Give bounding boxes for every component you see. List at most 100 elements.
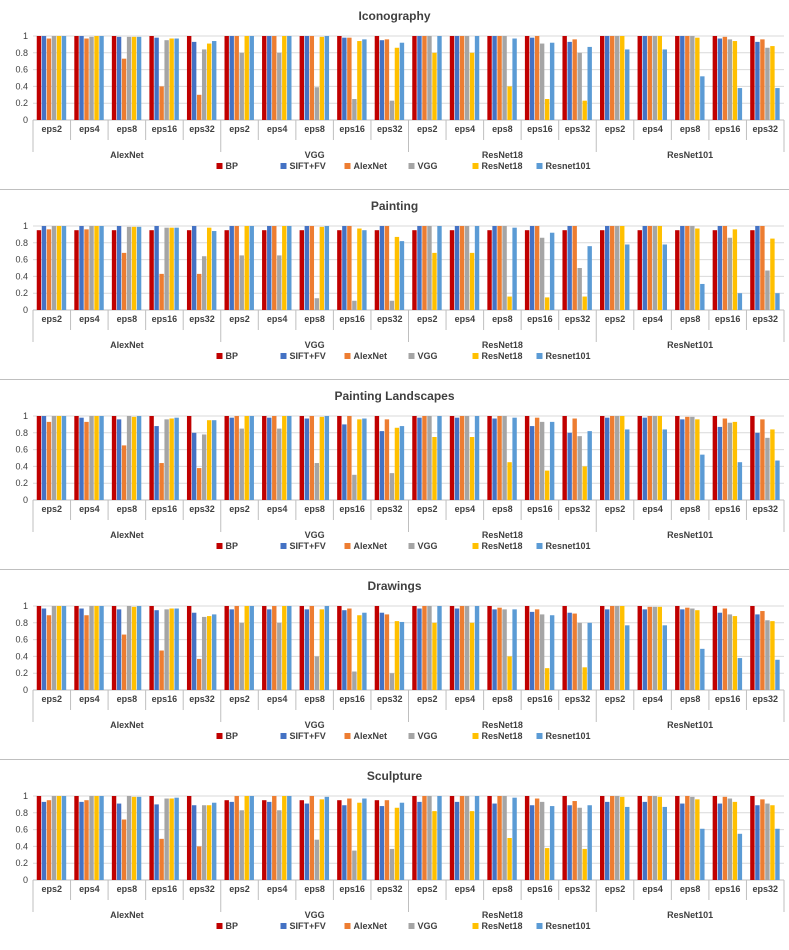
bar-vgg (615, 796, 620, 880)
bar-alexnet (685, 226, 690, 310)
bar-bp (750, 796, 755, 880)
bar-sift-fv (642, 226, 647, 310)
category-label: eps2 (42, 884, 63, 894)
bar-sift-fv (267, 36, 272, 120)
legend-label: VGG (418, 731, 438, 741)
bar-vgg (352, 99, 357, 120)
bar-alexnet (497, 607, 502, 690)
category-label: eps2 (42, 314, 63, 324)
bar-resnet101 (549, 615, 555, 690)
group-label: VGG (305, 720, 325, 730)
bar-resnet101 (211, 231, 217, 310)
group-label: AlexNet (110, 340, 144, 350)
bar-bp (712, 416, 718, 500)
bar-resnet18 (507, 296, 512, 310)
chart-svg: Drawings 0 0.2 0.4 0.6 0.8 1 AlexNet eps2 eps4 eps… (15, 579, 785, 741)
bar-vgg (277, 622, 282, 690)
bar-bp (224, 606, 229, 690)
bar-resnet101 (211, 614, 217, 690)
bar-bp (712, 606, 718, 690)
bar-alexnet (234, 226, 239, 310)
bar-resnet18 (56, 606, 62, 690)
bar-vgg (314, 298, 320, 310)
bar-sift-fv (191, 41, 197, 120)
legend-label: BP (226, 161, 239, 171)
bar-bp (412, 416, 417, 500)
bar-resnet101 (249, 606, 254, 690)
bar-bp (374, 416, 380, 500)
bar-alexnet (272, 226, 277, 310)
bar-bp (524, 36, 530, 120)
category-label: eps4 (455, 124, 476, 134)
bar-resnet18 (56, 416, 62, 500)
bar-resnet101 (324, 606, 330, 690)
bar-bp (449, 36, 455, 120)
bar-resnet18 (432, 811, 437, 880)
bar-alexnet (722, 608, 728, 690)
bar-resnet18 (94, 606, 99, 690)
y-tick-label: 1 (23, 221, 28, 231)
bar-resnet101 (61, 606, 67, 690)
group-label: VGG (305, 150, 325, 160)
bar-alexnet (159, 273, 164, 310)
bar-alexnet (196, 468, 202, 500)
bar-bp (712, 796, 718, 880)
bar-resnet101 (174, 417, 179, 500)
bar-resnet18 (319, 226, 325, 310)
category-label: eps8 (680, 124, 701, 134)
category-label: eps8 (304, 884, 325, 894)
bar-sift-fv (229, 36, 234, 120)
bar-alexnet (121, 819, 127, 880)
bar-resnet18 (169, 798, 174, 880)
legend-label: Resnet101 (546, 161, 591, 171)
bar-sift-fv (755, 805, 760, 880)
bar-resnet18 (657, 226, 662, 310)
group-label: ResNet101 (667, 530, 713, 540)
category-label: eps8 (492, 314, 513, 324)
bar-resnet18 (56, 226, 62, 310)
chart-svg: Painting 0 0.2 0.4 0.6 0.8 1 AlexNet eps2 eps4 eps… (15, 199, 785, 361)
category-label: eps8 (304, 504, 325, 514)
category-label: eps32 (752, 504, 778, 514)
bar-resnet18 (357, 419, 362, 500)
bar-sift-fv (605, 36, 610, 120)
y-tick-label: 0 (23, 305, 28, 315)
bar-sift-fv (267, 417, 272, 500)
legend-label: Resnet101 (546, 351, 591, 361)
bar-alexnet (272, 796, 277, 880)
legend-swatch (536, 923, 543, 929)
bar-sift-fv (379, 612, 385, 690)
bar-resnet101 (249, 226, 254, 310)
bar-bp (449, 796, 455, 880)
bar-resnet101 (287, 606, 292, 690)
category-label: eps32 (752, 884, 778, 894)
bar-vgg (690, 608, 695, 690)
legend-swatch (472, 353, 479, 359)
bar-vgg (352, 474, 357, 500)
bar-vgg (314, 463, 320, 500)
bar-bp (562, 416, 567, 500)
legend-label: ResNet18 (482, 161, 523, 171)
bar-resnet101 (474, 416, 480, 500)
bar-sift-fv (717, 612, 723, 690)
legend-swatch (472, 163, 479, 169)
bar-bp (149, 796, 154, 880)
bar-resnet18 (56, 796, 62, 880)
bar-bp (675, 416, 680, 500)
bar-bp (36, 416, 42, 500)
legend-swatch (472, 543, 479, 549)
group-label: AlexNet (110, 530, 144, 540)
bar-alexnet (685, 416, 690, 500)
bar-resnet18 (56, 36, 62, 120)
bar-alexnet (121, 58, 127, 120)
bar-resnet18 (544, 470, 550, 500)
bar-sift-fv (417, 801, 422, 880)
bar-resnet18 (582, 848, 587, 880)
chart-panel-painting: Painting 0 0.2 0.4 0.6 0.8 1 AlexNet eps2 eps4 eps… (0, 190, 789, 380)
legend-swatch (280, 733, 287, 739)
legend-label: VGG (418, 541, 438, 551)
bar-sift-fv (154, 610, 159, 690)
legend-label: SIFT+FV (290, 161, 326, 171)
category-label: eps16 (715, 884, 741, 894)
bar-vgg (239, 255, 244, 310)
